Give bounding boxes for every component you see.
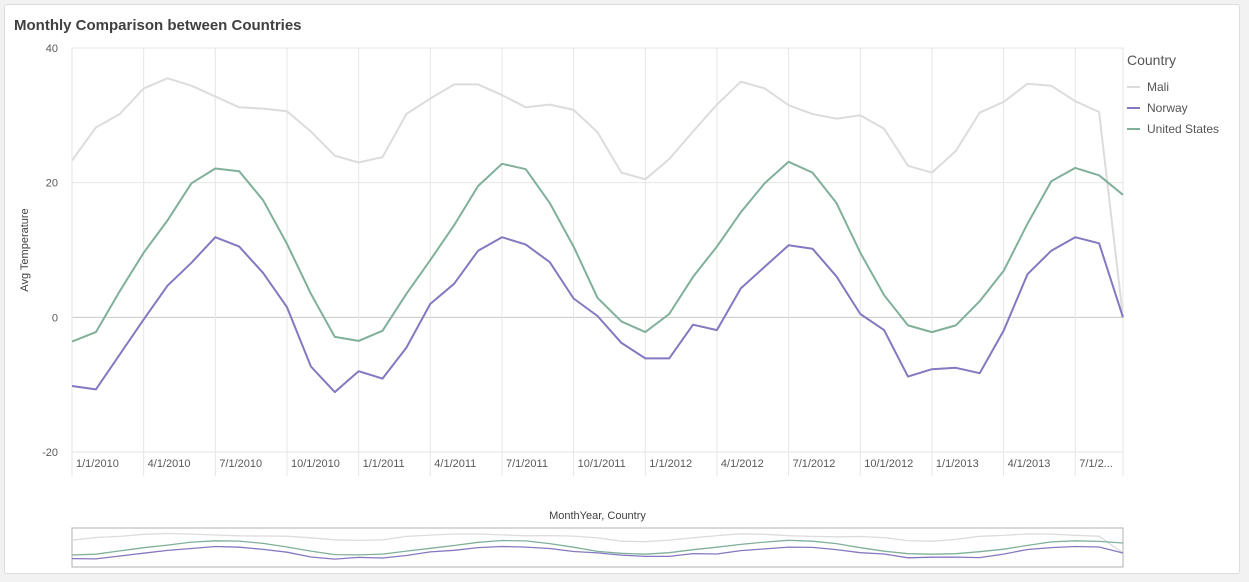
chart-title: Monthly Comparison between Countries — [14, 17, 302, 34]
legend-title: Country — [1127, 52, 1177, 68]
x-tick-label: 4/1/2012 — [721, 458, 764, 470]
series-line-united-states — [71, 160, 1124, 343]
x-axis-title: MonthYear, Country — [549, 510, 646, 522]
x-tick-label: 7/1/2011 — [506, 458, 548, 470]
x-tick-label: 1/1/2012 — [649, 458, 692, 470]
legend-item-mali[interactable]: Mali — [1127, 76, 1237, 97]
chart-card: Monthly Comparison between Countries — [4, 4, 1240, 574]
legend-label-norway: Norway — [1147, 100, 1188, 115]
x-tick-label: 1/1/2013 — [936, 458, 979, 470]
x-tick-label: 4/1/2013 — [1008, 458, 1051, 470]
y-axis-title: Avg Temperature — [19, 208, 31, 291]
legend-item-norway[interactable]: Norway — [1127, 97, 1237, 118]
series-line-mali — [71, 77, 1124, 318]
legend-swatch-mali — [1127, 85, 1140, 88]
x-tick-label: 7/1/2... — [1079, 458, 1113, 470]
legend-swatch-norway — [1127, 106, 1140, 109]
x-tick-label: 4/1/2011 — [434, 458, 476, 470]
y-tick-label: 40 — [46, 43, 58, 55]
legend-swatch-united-states — [1127, 127, 1140, 130]
y-tick-label: 20 — [46, 178, 58, 190]
x-tick-label: 1/1/2011 — [363, 458, 405, 470]
series-line-norway — [71, 236, 1124, 394]
legend: Country Mali Norway United States — [1127, 52, 1237, 139]
overview-line-united-states — [71, 539, 1124, 556]
y-tick-label: 0 — [52, 312, 58, 324]
legend-label-mali: Mali — [1147, 79, 1170, 94]
legend-label-united-states: United States — [1147, 121, 1220, 136]
x-tick-label: 10/1/2011 — [578, 458, 626, 470]
x-tick-label: 10/1/2012 — [864, 458, 913, 470]
x-tick-label: 7/1/2012 — [793, 458, 836, 470]
overview-line-norway — [71, 545, 1124, 560]
x-tick-label: 10/1/2010 — [291, 458, 340, 470]
overview-line-mali — [71, 532, 1124, 554]
x-tick-label: 7/1/2010 — [219, 458, 262, 470]
x-tick-label: 4/1/2010 — [148, 458, 191, 470]
x-tick-label: 1/1/2010 — [76, 458, 119, 470]
y-tick-label: -20 — [42, 447, 58, 459]
legend-item-united-states[interactable]: United States — [1127, 118, 1237, 139]
